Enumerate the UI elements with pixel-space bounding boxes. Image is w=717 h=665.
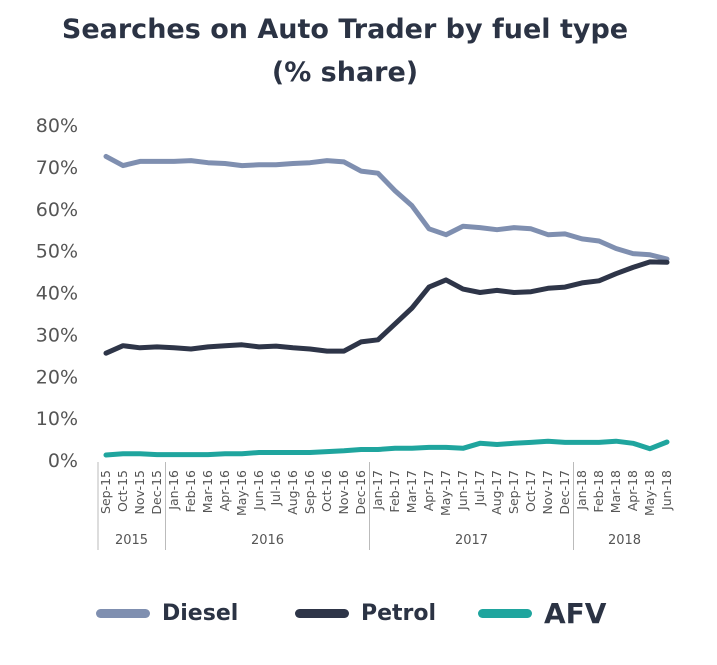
y-tick-label: 0%	[48, 450, 78, 472]
x-tick-label: Nov-17	[540, 470, 555, 514]
x-tick-label: Aug-17	[489, 470, 504, 515]
y-tick-label: 70%	[36, 157, 78, 179]
y-tick-label: 80%	[36, 115, 78, 137]
series-line-petrol	[103, 259, 670, 356]
y-tick-label: 50%	[36, 241, 78, 263]
legend-item-diesel: Diesel	[96, 595, 238, 631]
x-tick-label: Apr-17	[421, 470, 436, 511]
x-tick-label: Nov-15	[132, 470, 147, 514]
x-tick-label: Feb-17	[387, 470, 402, 513]
legend-swatch-afv	[478, 608, 532, 618]
x-tick-label: Jun-18	[659, 470, 674, 511]
y-tick-label: 60%	[36, 199, 78, 221]
x-tick-label: Mar-16	[200, 470, 215, 513]
chart-subtitle: (% share)	[271, 57, 419, 88]
legend-label-diesel: Diesel	[162, 600, 239, 626]
y-tick-label: 10%	[36, 408, 78, 430]
x-tick-label: Sep-17	[506, 470, 521, 514]
x-tick-label: Jun-17	[455, 470, 470, 511]
x-tick-label: Jan-17	[370, 470, 385, 511]
x-tick-label: Jul-16	[268, 470, 283, 507]
x-tick-label: Dec-15	[149, 470, 164, 515]
legend-swatch-petrol	[295, 608, 349, 618]
legend-item-afv: AFV	[478, 595, 606, 631]
series-line-afv	[103, 438, 670, 458]
x-tick-label: Aug-16	[285, 470, 300, 515]
x-tick-label: Feb-18	[591, 470, 606, 513]
chart-title: Searches on Auto Trader by fuel type	[61, 14, 629, 45]
x-tick-label: Oct-16	[319, 470, 334, 512]
x-tick-label: Nov-16	[336, 470, 351, 515]
legend-swatch-diesel	[96, 608, 150, 618]
x-tick-label: May-16	[234, 470, 249, 516]
legend-label-afv: AFV	[544, 596, 607, 630]
x-tick-label: Oct-15	[115, 470, 130, 512]
x-tick-label: Feb-16	[183, 470, 198, 513]
year-label: 2015	[115, 533, 148, 548]
x-tick-label: Mar-18	[608, 470, 623, 513]
x-tick-label: Jul-17	[472, 470, 487, 507]
legend-label-petrol: Petrol	[361, 600, 437, 626]
x-tick-label: Mar-17	[404, 470, 419, 513]
legend-item-petrol: Petrol	[295, 595, 436, 631]
x-tick-label: Dec-17	[557, 470, 572, 515]
x-tick-label: Dec-16	[353, 470, 368, 515]
year-label: 2017	[455, 533, 488, 548]
x-tick-label: Apr-16	[217, 470, 232, 511]
y-tick-label: 20%	[36, 366, 78, 388]
x-tick-label: Sep-16	[302, 470, 317, 514]
x-tick-label: Apr-18	[625, 470, 640, 511]
x-tick-label: May-18	[642, 470, 657, 516]
x-tick-label: Jun-16	[251, 470, 266, 511]
x-tick-label: May-17	[438, 470, 453, 516]
y-tick-label: 40%	[36, 283, 78, 305]
x-tick-label: Oct-17	[523, 470, 538, 512]
x-tick-label: Sep-15	[98, 470, 113, 514]
x-tick-label: Jan-16	[166, 470, 181, 511]
year-label: 2016	[251, 533, 284, 548]
series-line-diesel	[103, 153, 670, 262]
y-tick-label: 30%	[36, 324, 78, 346]
year-label: 2018	[608, 533, 641, 548]
x-tick-label: Jan-18	[574, 470, 589, 511]
